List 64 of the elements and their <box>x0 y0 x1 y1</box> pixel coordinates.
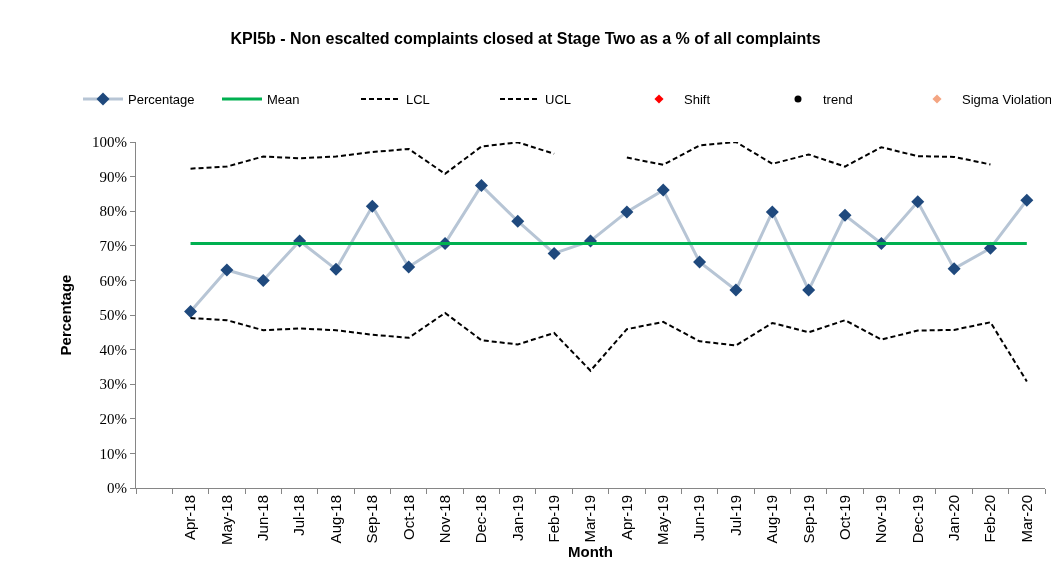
point <box>656 183 670 197</box>
y-tick-label: 90% <box>99 168 127 185</box>
y-tick-label: 10% <box>99 445 127 462</box>
point <box>329 262 343 276</box>
x-tick-label: Jan-19 <box>508 495 526 541</box>
x-tick-label: Dec-19 <box>908 495 926 544</box>
x-tick-label: Apr-18 <box>181 495 199 541</box>
point <box>511 214 525 228</box>
legend-label: Sigma Violation <box>962 92 1051 108</box>
x-tick-label: Mar-20 <box>1017 495 1035 543</box>
point <box>365 199 379 213</box>
y-tick-label: 0% <box>107 480 127 497</box>
point <box>474 179 488 193</box>
legend-label: LCL <box>406 92 430 108</box>
legend-label: trend <box>823 92 853 108</box>
legend-label: Mean <box>267 92 300 108</box>
chart-title: KPI5b - Non escalted complaints closed at Stage Two as a % of all complaints <box>230 29 821 47</box>
x-tick-label: Aug-19 <box>763 495 781 544</box>
point <box>729 283 743 297</box>
x-tick-label: Sep-19 <box>799 495 817 544</box>
legend-label: Percentage <box>128 92 195 108</box>
x-tick-label: Feb-19 <box>545 495 563 543</box>
x-tick-label: Aug-18 <box>326 495 344 544</box>
x-tick-label: Jun-19 <box>690 495 708 541</box>
point <box>947 262 961 276</box>
x-tick-label: Nov-18 <box>435 495 453 544</box>
point <box>547 246 561 260</box>
point <box>911 195 925 209</box>
y-tick-label: 30% <box>99 376 127 393</box>
point <box>220 263 234 277</box>
point <box>838 208 852 222</box>
point <box>693 255 707 269</box>
x-tick-label: Feb-20 <box>981 495 999 543</box>
y-tick-label: 70% <box>99 238 127 255</box>
x-tick-label: Oct-19 <box>835 495 853 541</box>
x-tick-label: Nov-19 <box>872 495 890 544</box>
x-tick-label: May-18 <box>217 495 235 546</box>
y-tick-label: 80% <box>99 203 127 220</box>
legend-label: Shift <box>684 92 711 108</box>
x-tick-label: May-19 <box>654 495 672 546</box>
x-axis-title: Month <box>568 543 613 561</box>
x-tick-label: Oct-18 <box>399 495 417 541</box>
y-tick-label: 50% <box>99 307 127 324</box>
y-tick-label: 40% <box>99 341 127 358</box>
x-tick-label: Apr-19 <box>617 495 635 541</box>
x-tick-label: Dec-18 <box>472 495 490 544</box>
x-tick-label: Jun-18 <box>254 495 272 541</box>
point <box>765 205 779 219</box>
legend-label: UCL <box>545 92 572 108</box>
y-tick-label: 20% <box>99 411 127 428</box>
y-tick-label: 60% <box>99 272 127 289</box>
point <box>184 305 198 319</box>
point <box>402 260 416 274</box>
x-tick-label: Mar-19 <box>581 495 599 543</box>
point <box>256 273 270 287</box>
y-axis-title: Percentage <box>57 274 75 356</box>
x-tick-label: Jan-20 <box>944 495 962 541</box>
point <box>620 205 634 219</box>
point <box>1020 193 1034 207</box>
x-tick-label: Jul-18 <box>290 495 308 536</box>
point <box>802 283 816 297</box>
x-tick-label: Jul-19 <box>726 495 744 536</box>
x-tick-label: Sep-18 <box>363 495 381 544</box>
y-tick-label: 100% <box>92 134 127 151</box>
